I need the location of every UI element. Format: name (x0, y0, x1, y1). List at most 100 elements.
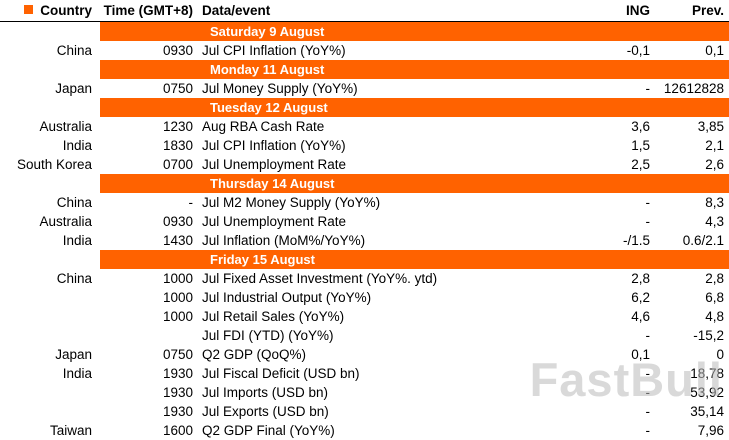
event-cell: Jul Money Supply (YoY%) (195, 79, 557, 98)
event-cell: Jul Imports (USD bn) (195, 383, 557, 402)
country-cell: Japan (0, 79, 100, 98)
section-header-row: Tuesday 12 August (0, 98, 729, 117)
ing-cell: 2,8 (557, 269, 654, 288)
ing-cell: - (557, 402, 654, 421)
prev-cell: 35,14 (654, 402, 729, 421)
section-title: Monday 11 August (100, 60, 729, 79)
time-cell: 1930 (100, 383, 195, 402)
time-cell: 1230 (100, 117, 195, 136)
ing-cell: - (557, 326, 654, 345)
time-cell: 1000 (100, 288, 195, 307)
prev-cell: 12612828 (654, 79, 729, 98)
country-cell: Japan (0, 345, 100, 364)
event-cell: Q2 GDP Final (YoY%) (195, 421, 557, 440)
time-cell: 1000 (100, 307, 195, 326)
ing-cell: -0,1 (557, 41, 654, 60)
country-cell: China (0, 193, 100, 212)
ing-cell: 3,6 (557, 117, 654, 136)
prev-cell: 4,3 (654, 212, 729, 231)
time-cell: 1830 (100, 136, 195, 155)
time-cell: 0750 (100, 79, 195, 98)
ing-cell: 1,5 (557, 136, 654, 155)
country-cell: China (0, 41, 100, 60)
event-cell: Jul Unemployment Rate (195, 155, 557, 174)
ing-cell: - (557, 364, 654, 383)
time-cell: 0930 (100, 212, 195, 231)
section-title: Friday 15 August (100, 250, 729, 269)
section-header-row: Friday 15 August (0, 250, 729, 269)
time-cell: 1930 (100, 364, 195, 383)
section-header-row: Saturday 9 August (0, 22, 729, 42)
prev-cell: 0,1 (654, 41, 729, 60)
table-row: China-Jul M2 Money Supply (YoY%)-8,3 (0, 193, 729, 212)
prev-cell: 2,6 (654, 155, 729, 174)
event-cell: Jul FDI (YTD) (YoY%) (195, 326, 557, 345)
ing-cell: 2,5 (557, 155, 654, 174)
time-cell: 1000 (100, 269, 195, 288)
prev-cell: 2,8 (654, 269, 729, 288)
time-cell: 1600 (100, 421, 195, 440)
prev-cell: 4,8 (654, 307, 729, 326)
col-header-time: Time (GMT+8) (100, 0, 195, 22)
col-header-prev: Prev. (654, 0, 729, 22)
ing-cell: -/1.5 (557, 231, 654, 250)
event-cell: Jul Retail Sales (YoY%) (195, 307, 557, 326)
section-title: Tuesday 12 August (100, 98, 729, 117)
section-title: Saturday 9 August (100, 22, 729, 42)
col-header-country: Country (0, 0, 100, 22)
section-spacer-cell (0, 60, 100, 79)
ing-cell: 4,6 (557, 307, 654, 326)
event-cell: Jul CPI Inflation (YoY%) (195, 41, 557, 60)
event-cell: Jul Exports (USD bn) (195, 402, 557, 421)
country-cell: India (0, 231, 100, 250)
country-cell: India (0, 364, 100, 383)
col-header-country-label: Country (40, 3, 92, 18)
section-header-row: Monday 11 August (0, 60, 729, 79)
time-cell: 1930 (100, 402, 195, 421)
prev-cell: 6,8 (654, 288, 729, 307)
time-cell: 0700 (100, 155, 195, 174)
event-cell: Q2 GDP (QoQ%) (195, 345, 557, 364)
country-cell: South Korea (0, 155, 100, 174)
prev-cell: -15,2 (654, 326, 729, 345)
country-cell: Taiwan (0, 421, 100, 440)
ing-cell: - (557, 421, 654, 440)
section-spacer-cell (0, 98, 100, 117)
country-cell: China (0, 269, 100, 288)
event-cell: Jul CPI Inflation (YoY%) (195, 136, 557, 155)
ing-cell: 0,1 (557, 345, 654, 364)
section-spacer-cell (0, 250, 100, 269)
event-cell: Aug RBA Cash Rate (195, 117, 557, 136)
prev-cell: 0 (654, 345, 729, 364)
section-spacer-cell (0, 22, 100, 42)
prev-cell: 2,1 (654, 136, 729, 155)
country-cell: Australia (0, 212, 100, 231)
time-cell: 0930 (100, 41, 195, 60)
prev-cell: 53,92 (654, 383, 729, 402)
prev-cell: 18,78 (654, 364, 729, 383)
ing-cell: 6,2 (557, 288, 654, 307)
ing-cell: - (557, 79, 654, 98)
country-cell: Australia (0, 117, 100, 136)
col-header-data-event: Data/event (195, 0, 557, 22)
time-cell: 0750 (100, 345, 195, 364)
event-cell: Jul Unemployment Rate (195, 212, 557, 231)
country-cell (0, 307, 100, 326)
time-cell: 1430 (100, 231, 195, 250)
header-row: Country Time (GMT+8) Data/event ING Prev… (0, 0, 729, 22)
ing-cell: - (557, 193, 654, 212)
time-cell (100, 326, 195, 345)
